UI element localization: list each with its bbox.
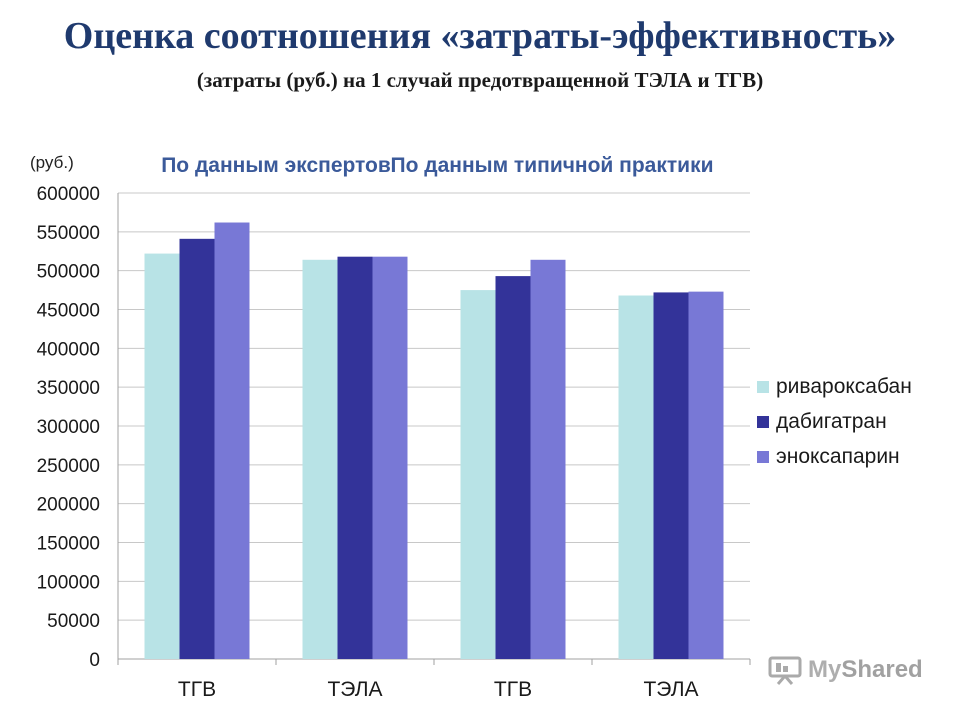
y-tick-label: 100000 bbox=[37, 572, 100, 593]
y-tick-label: 400000 bbox=[37, 339, 100, 360]
y-tick-label: 150000 bbox=[37, 534, 100, 555]
unit-label: (руб.) bbox=[30, 153, 74, 172]
presentation-icon bbox=[768, 656, 802, 685]
watermark-text: MyShared bbox=[808, 656, 923, 684]
bar-эноксапарин bbox=[372, 256, 408, 659]
x-category-label: ТГВ bbox=[178, 678, 216, 701]
group-labels: По данным экспертов По данным типичной пр… bbox=[161, 154, 713, 177]
y-tick-label: 0 bbox=[89, 650, 100, 671]
bar-ривароксабан bbox=[302, 259, 338, 659]
legend-label: дабигатран bbox=[776, 410, 887, 433]
y-tick-label: 350000 bbox=[37, 378, 100, 399]
page-subtitle: (затраты (руб.) на 1 случай предотвращен… bbox=[196, 68, 764, 92]
y-tick-label: 250000 bbox=[37, 456, 100, 477]
bar-эноксапарин bbox=[688, 291, 724, 659]
y-tick-label: 50000 bbox=[47, 611, 100, 632]
y-tick-label: 300000 bbox=[37, 417, 100, 438]
y-tick-label: 200000 bbox=[37, 495, 100, 516]
group-label: По данным типичной практики bbox=[391, 154, 714, 177]
y-tick-label: 550000 bbox=[37, 223, 100, 244]
bar-ривароксабан bbox=[460, 290, 496, 659]
watermark-my: My bbox=[808, 656, 842, 683]
y-tick-label: 450000 bbox=[37, 301, 100, 322]
y-tick-label: 500000 bbox=[37, 262, 100, 283]
legend-label: эноксапарин bbox=[776, 445, 900, 468]
bar-эноксапарин bbox=[530, 259, 566, 659]
bar-ривароксабан bbox=[618, 295, 654, 659]
x-category-label: ТЭЛА bbox=[327, 678, 382, 701]
x-category-labels: ТГВ ТЭЛА ТГВ ТЭЛА bbox=[178, 678, 699, 701]
bars bbox=[144, 222, 724, 659]
x-category-label: ТГВ bbox=[494, 678, 532, 701]
legend-swatch bbox=[757, 381, 769, 393]
legend: ривароксабан дабигатран эноксапарин bbox=[757, 375, 912, 468]
bar-дабигатран bbox=[653, 292, 689, 659]
legend-swatch bbox=[757, 451, 769, 463]
bar-дабигатран bbox=[337, 256, 373, 659]
group-label: По данным экспертов bbox=[161, 154, 391, 177]
y-tick-labels: 0 50000 100000 150000 200000 250000 300000 3500… bbox=[37, 184, 100, 671]
bar-дабигатран bbox=[495, 276, 531, 659]
bar-эноксапарин bbox=[214, 222, 250, 659]
y-tick-label: 600000 bbox=[37, 184, 100, 205]
bar-дабигатран bbox=[179, 238, 215, 659]
legend-label: ривароксабан bbox=[776, 375, 912, 398]
bar-ривароксабан bbox=[144, 253, 180, 659]
x-category-label: ТЭЛА bbox=[643, 678, 698, 701]
legend-swatch bbox=[757, 416, 769, 428]
page-title: Оценка соотношения «затраты-эффективност… bbox=[63, 15, 897, 57]
watermark-shared: Shared bbox=[841, 656, 923, 683]
watermark: MyShared bbox=[768, 655, 923, 685]
